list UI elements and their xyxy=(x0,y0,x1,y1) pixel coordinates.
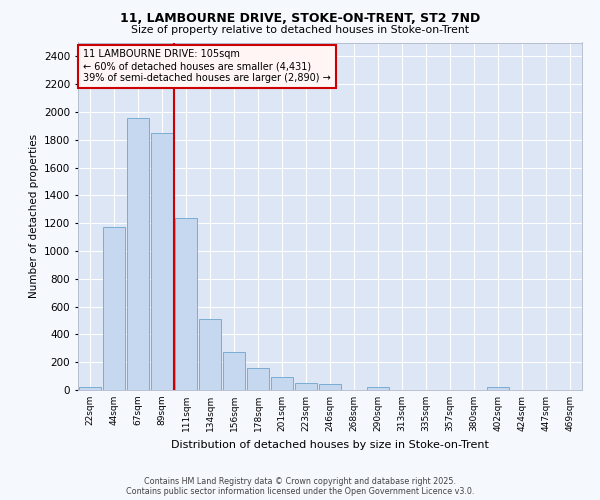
Bar xyxy=(367,387,389,390)
Bar xyxy=(487,387,509,390)
Bar xyxy=(127,118,149,390)
Bar xyxy=(271,378,293,390)
Bar xyxy=(199,319,221,390)
Bar xyxy=(319,384,341,390)
Bar xyxy=(103,228,125,390)
Bar xyxy=(223,352,245,390)
Bar xyxy=(79,386,101,390)
Bar xyxy=(175,218,197,390)
Text: Size of property relative to detached houses in Stoke-on-Trent: Size of property relative to detached ho… xyxy=(131,25,469,35)
Bar xyxy=(151,133,173,390)
Text: 11, LAMBOURNE DRIVE, STOKE-ON-TRENT, ST2 7ND: 11, LAMBOURNE DRIVE, STOKE-ON-TRENT, ST2… xyxy=(120,12,480,26)
Text: Contains HM Land Registry data © Crown copyright and database right 2025.
Contai: Contains HM Land Registry data © Crown c… xyxy=(126,476,474,496)
Y-axis label: Number of detached properties: Number of detached properties xyxy=(29,134,38,298)
Bar xyxy=(295,383,317,390)
Text: 11 LAMBOURNE DRIVE: 105sqm
← 60% of detached houses are smaller (4,431)
39% of s: 11 LAMBOURNE DRIVE: 105sqm ← 60% of deta… xyxy=(83,50,331,82)
X-axis label: Distribution of detached houses by size in Stoke-on-Trent: Distribution of detached houses by size … xyxy=(171,440,489,450)
Bar xyxy=(247,368,269,390)
